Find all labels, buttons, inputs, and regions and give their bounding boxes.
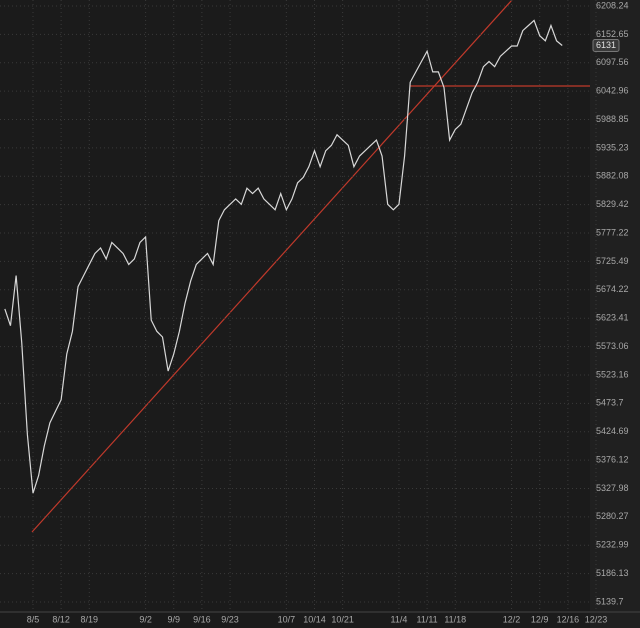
y-tick-label: 5725.49 xyxy=(596,256,629,266)
trend-line xyxy=(31,0,513,533)
y-tick-label: 6208.24 xyxy=(596,0,629,10)
y-tick-label: 5777.22 xyxy=(596,227,629,237)
x-tick-label: 11/18 xyxy=(444,614,466,624)
x-tick-label: 8/5 xyxy=(27,614,40,624)
y-tick-label: 5232.99 xyxy=(596,540,629,550)
y-tick-label: 5829.42 xyxy=(596,199,629,209)
y-tick-label: 5882.08 xyxy=(596,171,629,181)
y-tick-label: 5186.13 xyxy=(596,568,629,578)
y-tick-label: 5935.23 xyxy=(596,142,629,152)
plot-area xyxy=(0,0,590,612)
x-tick-label: 10/7 xyxy=(278,614,296,624)
x-tick-label: 12/23 xyxy=(585,614,608,624)
x-tick-label: 10/21 xyxy=(331,614,354,624)
y-tick-label: 5280.27 xyxy=(596,511,629,521)
price-axis xyxy=(590,0,640,628)
y-tick-label: 5674.22 xyxy=(596,284,629,294)
price-line xyxy=(4,19,563,494)
x-tick-label: 8/19 xyxy=(81,614,99,624)
x-tick-label: 9/16 xyxy=(193,614,211,624)
y-tick-label: 5473.7 xyxy=(596,398,624,408)
y-tick-label: 5573.06 xyxy=(596,341,629,351)
x-tick-label: 9/23 xyxy=(221,614,239,624)
x-tick-label: 12/16 xyxy=(557,614,580,624)
y-tick-label: 5327.98 xyxy=(596,483,629,493)
x-tick-label: 8/12 xyxy=(52,614,70,624)
last-price-label: 6131 xyxy=(596,40,616,50)
x-tick-label: 12/2 xyxy=(503,614,521,624)
y-tick-label: 5988.85 xyxy=(596,114,629,124)
x-tick-label: 11/11 xyxy=(417,614,438,624)
x-tick-label: 12/9 xyxy=(531,614,549,624)
y-tick-label: 5376.12 xyxy=(596,454,629,464)
y-tick-label: 5139.7 xyxy=(596,596,624,606)
x-tick-label: 9/2 xyxy=(139,614,152,624)
y-tick-label: 5523.16 xyxy=(596,369,629,379)
last-price-box xyxy=(592,39,620,53)
y-tick-label: 5424.69 xyxy=(596,426,629,436)
x-tick-label: 9/9 xyxy=(167,614,180,624)
x-tick-label: 11/4 xyxy=(391,614,408,624)
x-tick-label: 10/14 xyxy=(303,614,326,624)
y-tick-label: 5623.41 xyxy=(596,313,629,323)
y-tick-label: 6042.96 xyxy=(596,86,629,96)
y-tick-label: 6152.65 xyxy=(596,29,629,39)
y-tick-label: 6097.56 xyxy=(596,57,629,67)
